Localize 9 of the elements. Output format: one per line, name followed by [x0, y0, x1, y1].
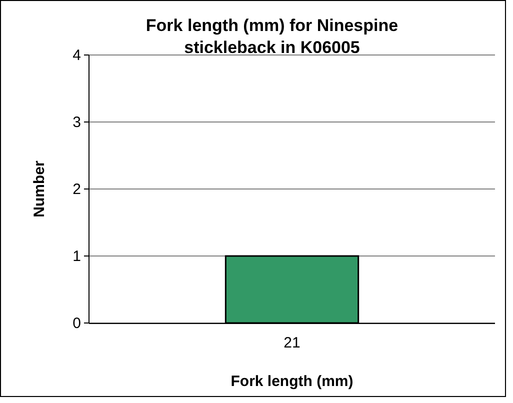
- y-tick-label: 1: [72, 248, 81, 265]
- chart-title: Fork length (mm) for Ninespine stickleback in K06005: [146, 16, 398, 57]
- y-axis-title: Number: [31, 160, 48, 218]
- x-tick-label: 21: [284, 334, 300, 352]
- y-tick-label: 4: [72, 46, 81, 64]
- x-axis-title: Fork length (mm): [230, 373, 354, 390]
- y-tick-label: 2: [72, 180, 81, 198]
- y-tick-label: 3: [72, 114, 81, 131]
- y-tick-label: 0: [72, 314, 81, 332]
